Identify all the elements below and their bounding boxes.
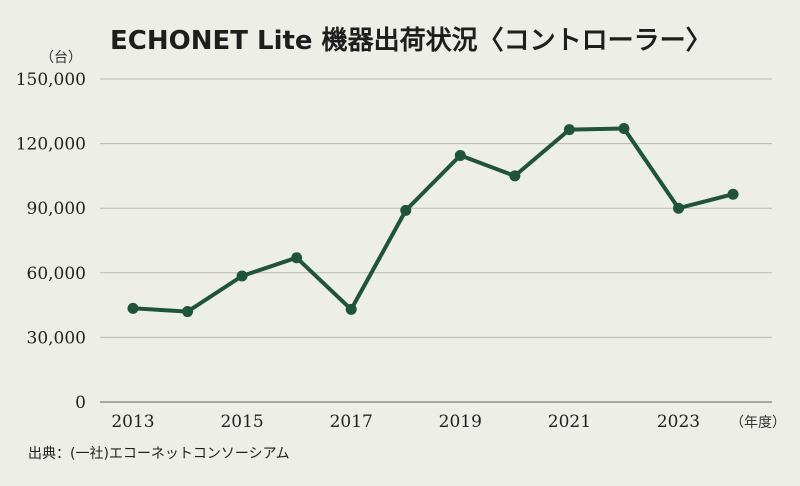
data-point-2014	[182, 306, 194, 318]
x-axis-ticks: 2013 2015 2017 2019 2021 2023	[111, 412, 700, 432]
data-point-2019	[454, 149, 466, 161]
source-note: 出典：(一社)エコーネットコンソーシアム	[28, 446, 290, 462]
y-tick-label: 150,000	[16, 70, 86, 90]
x-tick-label: 2019	[439, 412, 482, 432]
data-point-2018	[400, 204, 412, 216]
y-axis-ticks: 0 30,000 60,000 90,000 120,000 150,000	[16, 70, 86, 413]
data-point-2015	[236, 270, 248, 282]
x-tick-label: 2017	[330, 412, 373, 432]
gridlines	[100, 78, 772, 403]
data-point-2023	[673, 202, 684, 214]
data-series	[127, 123, 739, 318]
y-tick-label: 120,000	[16, 135, 86, 155]
data-point-2020	[509, 170, 521, 182]
x-tick-label: 2013	[111, 412, 154, 432]
chart-title: ECHONET Lite 機器出荷状況〈コントローラー〉	[110, 26, 712, 56]
x-tick-label: 2021	[548, 412, 591, 432]
y-tick-label: 30,000	[27, 328, 86, 348]
y-tick-label: 0	[75, 393, 86, 413]
x-tick-label: 2023	[657, 412, 700, 432]
x-axis-unit-label: （年度）	[730, 415, 786, 431]
data-point-2016	[291, 252, 303, 264]
y-axis-unit-label: （台）	[40, 50, 82, 66]
y-tick-label: 90,000	[27, 199, 86, 219]
data-point-2017	[345, 303, 357, 315]
series-line	[131, 126, 735, 314]
data-point-2021	[563, 124, 575, 136]
data-point-2024	[727, 188, 739, 200]
data-point-2022	[618, 123, 630, 135]
x-tick-label: 2015	[220, 412, 263, 432]
y-tick-label: 60,000	[27, 264, 86, 284]
data-point-2013	[127, 302, 139, 314]
